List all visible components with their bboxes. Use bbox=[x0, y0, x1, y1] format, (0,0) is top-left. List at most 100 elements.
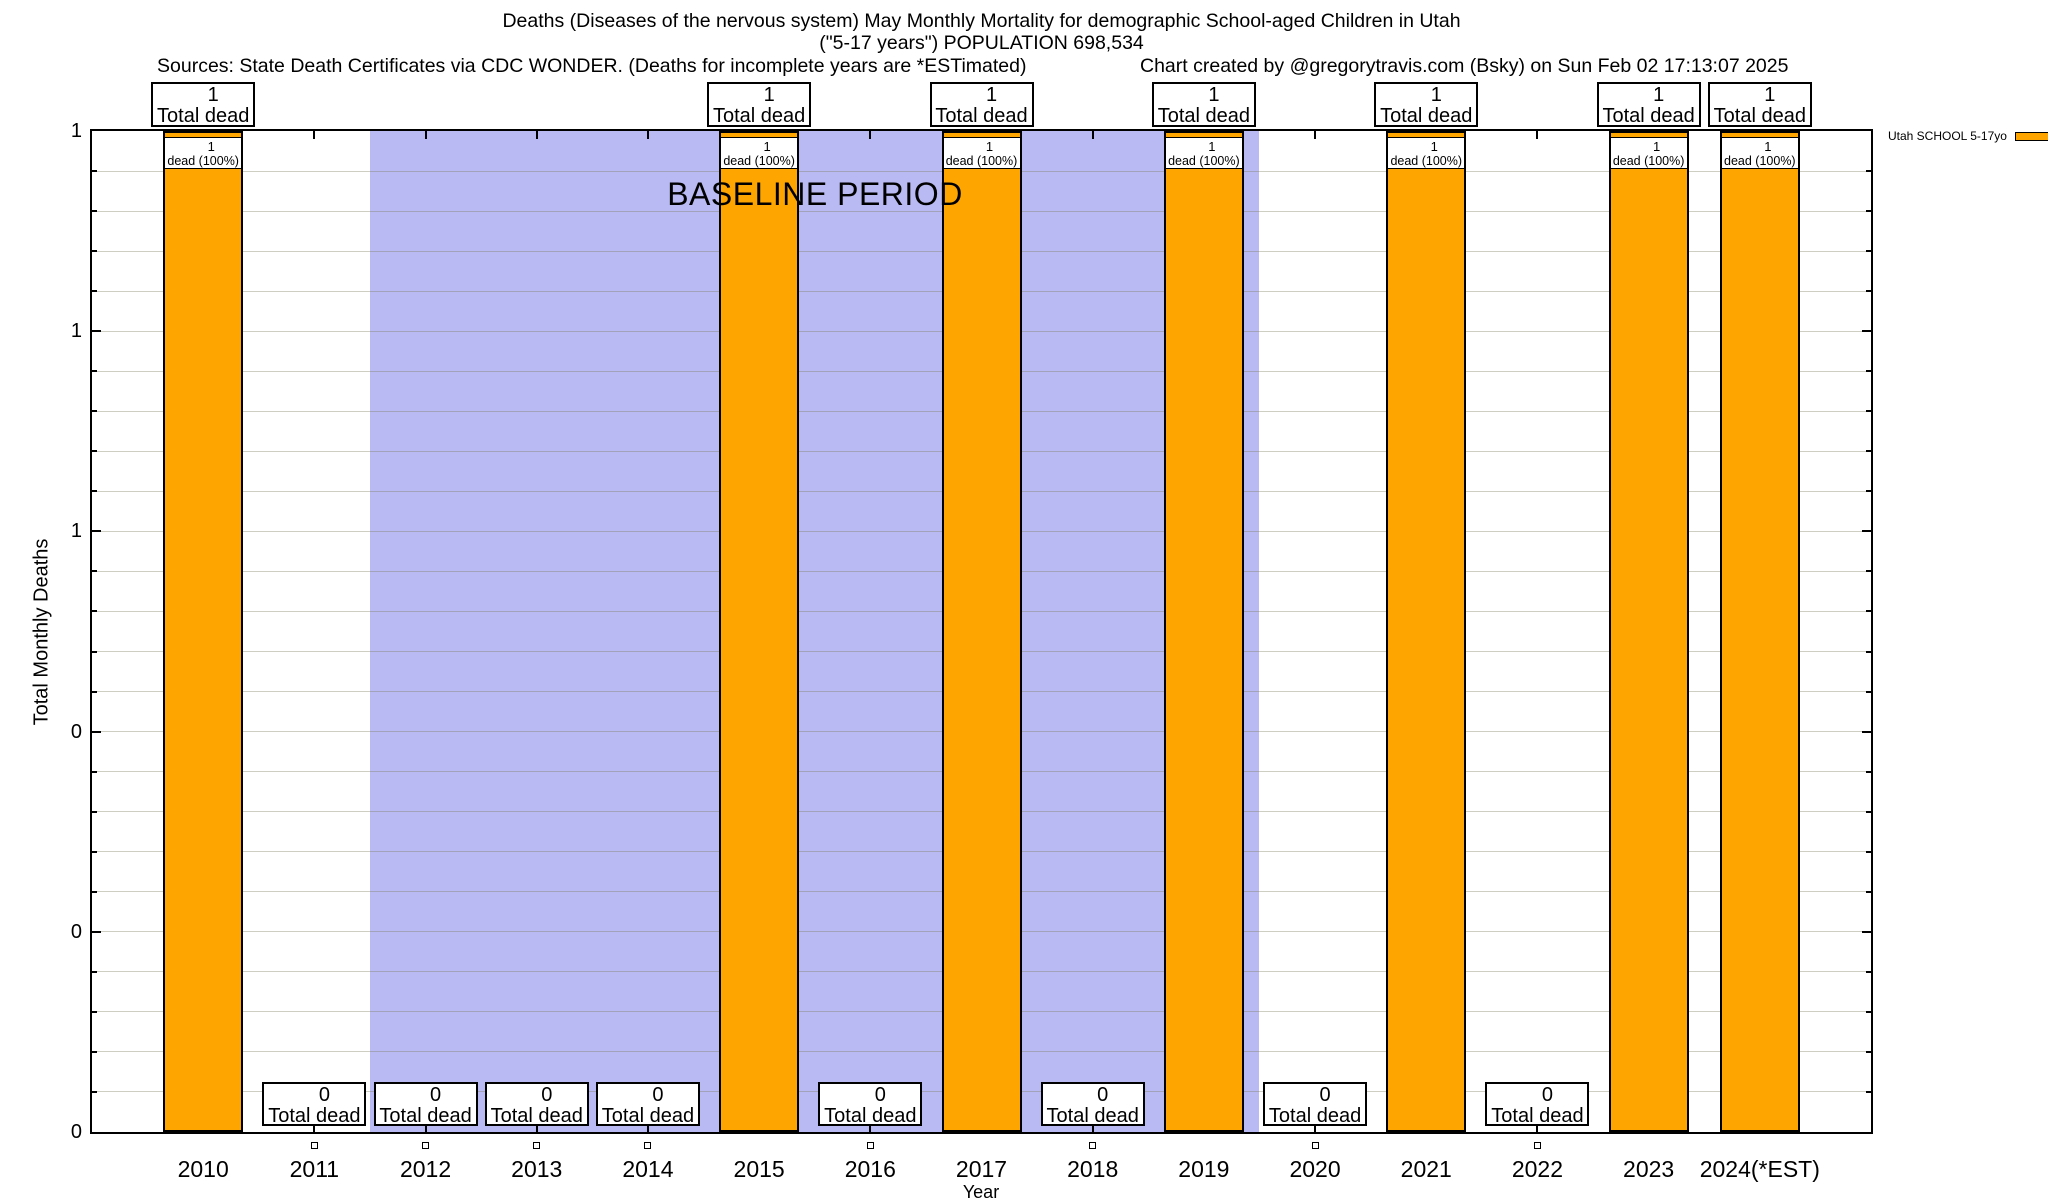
y-tick-mark bbox=[92, 490, 97, 493]
total-dead-caption: Total dead bbox=[1491, 1105, 1584, 1127]
bar-value-caption: dead (100%) bbox=[1168, 154, 1240, 168]
chart-title-line1: Deaths (Diseases of the nervous system) … bbox=[502, 10, 1461, 32]
bar-total-box: 1 Total dead bbox=[1151, 82, 1256, 127]
x-tick-label: 2017 bbox=[955, 1156, 1008, 1182]
zero-total-box: 0 Total dead bbox=[1485, 1082, 1590, 1127]
y-tick-mark bbox=[1866, 490, 1871, 493]
y-tick-mark bbox=[1866, 1010, 1871, 1013]
bar bbox=[941, 131, 1022, 1132]
total-dead-count: 0 bbox=[318, 1084, 330, 1106]
y-tick-mark bbox=[92, 890, 97, 893]
y-tick-mark bbox=[1866, 570, 1871, 573]
y-tick-mark bbox=[1866, 770, 1871, 773]
bar-value-box: 1 dead (100%) bbox=[1720, 137, 1799, 169]
bar-value: 1 bbox=[1653, 139, 1661, 154]
x-tick-label: 2018 bbox=[1067, 1156, 1119, 1182]
zero-point-marker bbox=[1089, 1142, 1097, 1149]
x-tick-label: 2012 bbox=[399, 1156, 452, 1182]
zero-total-box: 0 Total dead bbox=[595, 1082, 700, 1126]
y-tick-mark bbox=[92, 450, 97, 453]
x-tick-mark bbox=[1536, 1124, 1539, 1132]
bar bbox=[163, 131, 244, 1132]
y-tick-label: 1 bbox=[70, 120, 82, 142]
bar-total-box: 1 Total dead bbox=[707, 82, 812, 127]
y-tick-mark bbox=[92, 650, 97, 653]
total-dead-caption: Total dead bbox=[157, 105, 250, 127]
zero-point-marker bbox=[310, 1142, 318, 1149]
bar-value: 1 bbox=[207, 139, 215, 154]
total-dead-count: 0 bbox=[541, 1084, 553, 1106]
y-tick-mark bbox=[92, 810, 97, 813]
x-tick-label: 2023 bbox=[1623, 1156, 1675, 1182]
x-tick-label: 2021 bbox=[1400, 1156, 1452, 1182]
total-dead-caption: Total dead bbox=[1157, 105, 1251, 127]
zero-point-marker bbox=[422, 1142, 430, 1149]
x-tick-label: 2013 bbox=[511, 1156, 563, 1182]
bar-value: 1 bbox=[1430, 139, 1438, 154]
y-tick-mark bbox=[92, 530, 101, 533]
bar bbox=[1608, 131, 1689, 1132]
x-tick-label: 2022 bbox=[1511, 1156, 1564, 1182]
total-dead-caption: Total dead bbox=[935, 105, 1028, 127]
bar-total-box: 1 Total dead bbox=[929, 82, 1034, 127]
total-dead-count: 0 bbox=[652, 1084, 664, 1106]
total-dead-count: 1 bbox=[207, 84, 219, 106]
y-tick-mark bbox=[1866, 610, 1871, 613]
total-dead-count: 1 bbox=[1430, 84, 1442, 106]
x-tick-mark bbox=[869, 131, 872, 139]
y-axis-title: Total Monthly Deaths bbox=[30, 538, 53, 726]
bar-value-caption: dead (100%) bbox=[945, 154, 1018, 168]
y-tick-label: 0 bbox=[70, 1121, 82, 1143]
y-tick-mark bbox=[92, 690, 97, 693]
x-tick-label: 2016 bbox=[844, 1156, 896, 1182]
total-dead-count: 0 bbox=[1319, 1084, 1331, 1106]
total-dead-count: 0 bbox=[1097, 1084, 1109, 1106]
total-dead-count: 0 bbox=[874, 1084, 886, 1106]
zero-point-marker bbox=[644, 1142, 652, 1149]
y-tick-mark bbox=[1866, 890, 1871, 893]
y-tick-mark bbox=[1866, 970, 1871, 973]
x-tick-mark bbox=[646, 131, 649, 139]
bar bbox=[1719, 131, 1800, 1132]
total-dead-count: 1 bbox=[1764, 84, 1776, 106]
x-tick-mark bbox=[1314, 1124, 1317, 1132]
zero-total-box: 0 Total dead bbox=[1263, 1082, 1368, 1126]
x-tick-mark bbox=[313, 131, 316, 139]
y-tick-mark bbox=[1866, 370, 1871, 373]
bar-value: 1 bbox=[1764, 139, 1772, 154]
x-tick-mark bbox=[869, 1124, 872, 1132]
bar-value-box: 1 dead (100%) bbox=[1164, 137, 1243, 169]
y-tick-mark bbox=[92, 770, 97, 773]
baseline-period-label: BASELINE PERIOD bbox=[667, 176, 963, 212]
y-tick-mark bbox=[1866, 250, 1871, 253]
y-tick-mark bbox=[1866, 850, 1871, 853]
y-tick-mark bbox=[1866, 1090, 1871, 1093]
y-tick-mark bbox=[92, 850, 97, 853]
x-tick-label: 2014 bbox=[622, 1156, 674, 1182]
total-dead-caption: Total dead bbox=[712, 105, 806, 127]
bar bbox=[1163, 131, 1244, 1132]
x-tick-mark bbox=[535, 1124, 538, 1132]
y-tick-mark bbox=[92, 370, 97, 373]
y-tick-mark bbox=[92, 330, 101, 333]
zero-total-box: 0 Total dead bbox=[1040, 1082, 1145, 1126]
y-tick-mark bbox=[92, 970, 97, 973]
y-tick-mark bbox=[92, 170, 97, 173]
x-tick-label: 2024(*EST) bbox=[1699, 1156, 1820, 1182]
x-tick-label: 2011 bbox=[289, 1156, 340, 1182]
y-tick-mark bbox=[1866, 170, 1871, 173]
x-tick-mark bbox=[313, 1124, 316, 1132]
legend: Utah SCHOOL 5-17yo bbox=[1888, 130, 2048, 143]
total-dead-count: 1 bbox=[1208, 84, 1220, 106]
zero-point-marker bbox=[533, 1142, 541, 1149]
bar-value-caption: dead (100%) bbox=[167, 154, 239, 168]
y-tick-mark bbox=[1866, 650, 1871, 653]
zero-point-marker bbox=[1533, 1142, 1541, 1149]
y-tick-mark bbox=[92, 290, 97, 293]
x-axis-title: Year bbox=[962, 1182, 1000, 1200]
baseline-period-band bbox=[369, 131, 1260, 1132]
y-tick-mark bbox=[92, 250, 97, 253]
total-dead-caption: Total dead bbox=[1602, 105, 1695, 127]
x-tick-mark bbox=[424, 1124, 427, 1132]
